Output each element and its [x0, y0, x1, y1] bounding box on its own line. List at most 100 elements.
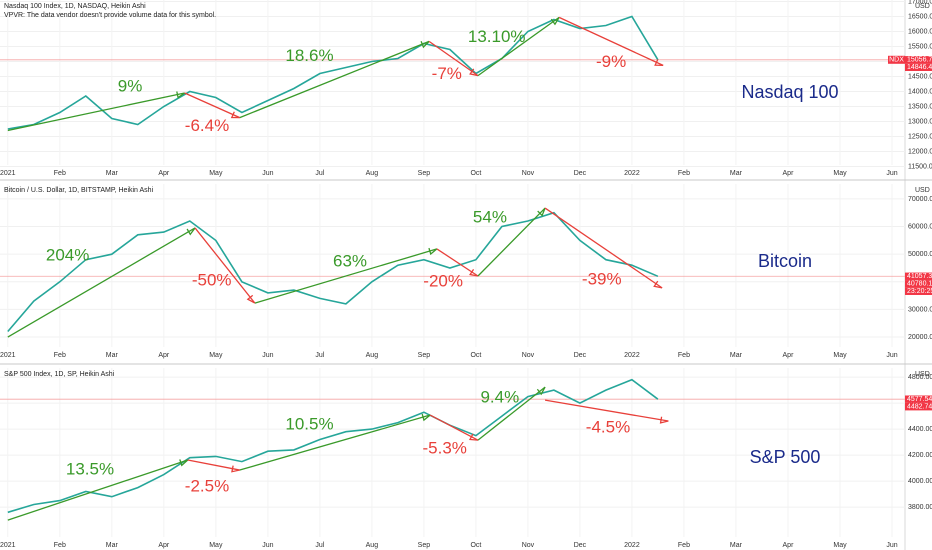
x-tick-label: Jul: [315, 542, 324, 549]
x-tick-label: Dec: [574, 170, 587, 177]
price-line: [7, 211, 659, 333]
price-label: 23:20:25: [907, 288, 932, 295]
y-tick-label: 4000.00: [908, 478, 932, 485]
trend-arrow: [428, 40, 479, 77]
arrow-head: [550, 17, 560, 26]
price-line: [7, 15, 659, 130]
trend-label: -2.5%: [185, 477, 229, 496]
x-tick-label: Apr: [158, 542, 170, 549]
price-label-box: [905, 395, 932, 403]
y-tick-label: 11500.00: [908, 163, 932, 170]
x-tick-label: Jun: [886, 170, 897, 177]
trend-label: -39%: [582, 269, 622, 288]
y-tick-label: 4200.00: [908, 452, 932, 459]
x-tick-label: 2021: [0, 170, 16, 177]
x-tick-label: May: [209, 170, 223, 177]
instrument-name: Nasdaq 100: [741, 82, 838, 102]
x-tick-label: Feb: [54, 352, 66, 359]
x-tick-label: Apr: [783, 352, 795, 359]
x-tick-label: Jul: [315, 170, 324, 177]
x-tick-label: Jun: [886, 542, 897, 549]
price-label: 14846.46: [907, 64, 932, 71]
panel-header: Bitcoin / U.S. Dollar, 1D, BITSTAMP, Hei…: [4, 187, 154, 194]
price-label-box: [905, 287, 932, 295]
arrow-head: [179, 459, 189, 467]
ticker-box: [888, 55, 905, 64]
x-tick-label: 2022: [624, 352, 640, 359]
y-tick-label: 50000.00: [908, 251, 932, 258]
x-tick-label: Jun: [262, 170, 273, 177]
arrow-head: [468, 433, 479, 441]
x-tick-label: 2022: [624, 170, 640, 177]
y-tick-label: 15500.00: [908, 43, 932, 50]
x-tick-label: Nov: [522, 170, 535, 177]
x-tick-label: 2021: [0, 542, 16, 549]
trend-label: -9%: [596, 52, 626, 71]
x-tick-label: Oct: [470, 542, 481, 549]
x-tick-label: 2021: [0, 352, 16, 359]
arrow-head: [469, 68, 479, 77]
y-tick-label: 12500.00: [908, 133, 932, 140]
arrow-head: [420, 40, 430, 49]
arrow-head: [428, 247, 438, 256]
x-tick-label: May: [833, 170, 847, 177]
trend-arrow: [558, 16, 664, 66]
trend-arrow: [194, 227, 256, 304]
trend-label: -5.3%: [422, 439, 466, 458]
y-tick-label: 4800.00: [908, 374, 932, 381]
y-tick-label: 4400.00: [908, 426, 932, 433]
trend-arrow: [544, 399, 669, 422]
trend-label: 10.5%: [285, 415, 333, 434]
price-label-box: [905, 280, 932, 288]
panel-header: Nasdaq 100 Index, 1D, NASDAQ, Heikin Ash…: [4, 3, 146, 10]
arrow-head: [246, 294, 256, 304]
trend-arrow: [477, 16, 560, 77]
y-tick-label: 30000.00: [908, 306, 932, 313]
price-label: 4482.74: [907, 404, 932, 411]
price-label-box: [905, 63, 932, 71]
x-tick-label: Mar: [106, 170, 119, 177]
trend-arrow: [477, 207, 546, 277]
y-tick-label: 13000.00: [908, 118, 932, 125]
x-tick-label: Dec: [574, 542, 587, 549]
arrow-head: [469, 268, 479, 277]
x-tick-label: Mar: [730, 542, 743, 549]
price-label: 41057.30: [907, 273, 932, 280]
price-label-box: [905, 403, 932, 411]
x-tick-label: Feb: [54, 542, 66, 549]
x-tick-label: Apr: [158, 170, 170, 177]
y-tick-label: 3800.00: [908, 504, 932, 511]
x-tick-label: Feb: [54, 170, 66, 177]
x-tick-label: Mar: [730, 170, 743, 177]
trend-label: -4.5%: [586, 418, 630, 437]
y-tick-label: 16000.00: [908, 28, 932, 35]
x-tick-label: May: [833, 352, 847, 359]
x-tick-label: Jun: [886, 352, 897, 359]
x-tick-label: Jun: [262, 542, 273, 549]
trend-label: 54%: [473, 207, 507, 226]
x-tick-label: Mar: [106, 352, 119, 359]
x-tick-label: May: [209, 352, 223, 359]
trend-arrow: [254, 248, 438, 304]
trend-label: 9%: [118, 76, 143, 95]
trend-label: 13.10%: [468, 27, 526, 46]
currency: USD: [915, 371, 930, 378]
x-tick-label: Aug: [366, 170, 379, 177]
currency: USD: [915, 3, 930, 10]
price-label-box: [905, 56, 932, 64]
trend-label: 13.5%: [66, 460, 114, 479]
trend-arrow: [7, 459, 188, 521]
arrow-head: [230, 111, 240, 119]
trend-label: 18.6%: [285, 46, 333, 65]
trend-arrow: [429, 414, 479, 441]
x-tick-label: Apr: [783, 170, 795, 177]
arrow-head: [537, 207, 546, 217]
y-tick-label: 70000.00: [908, 196, 932, 203]
x-tick-label: Jul: [315, 352, 324, 359]
x-tick-label: Sep: [418, 352, 431, 359]
price-label: 15056.79: [907, 57, 932, 64]
trend-arrow: [187, 459, 240, 471]
y-tick-label: 16500.00: [908, 13, 932, 20]
trend-label: -6.4%: [185, 116, 229, 135]
panel-subheader: VPVR: The data vendor doesn't provide vo…: [4, 12, 216, 19]
